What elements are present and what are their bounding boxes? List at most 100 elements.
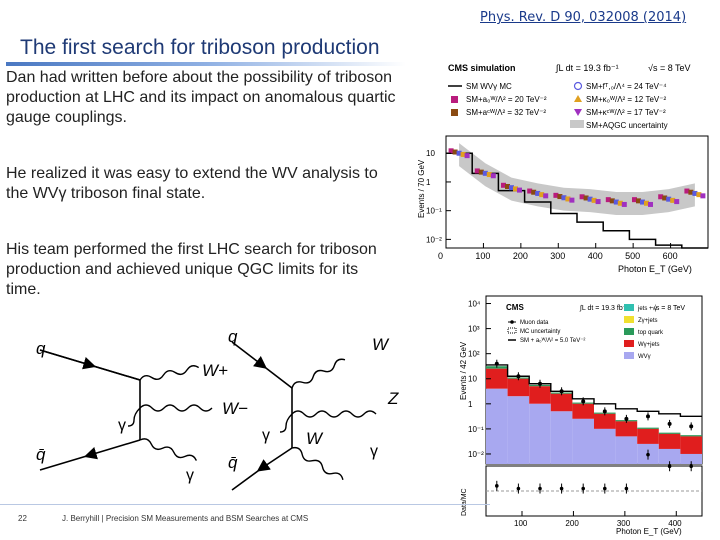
chart1-marker <box>684 188 690 194</box>
chart1-marker <box>666 196 672 202</box>
chart2-bar-wvgamma <box>572 418 594 464</box>
chart2-bar-wvgamma <box>507 396 530 464</box>
chart2-x-tick-label: 300 <box>617 519 631 528</box>
chart1-header-right: √s = 8 TeV <box>648 63 691 73</box>
chart1-legend-marker-1 <box>451 96 458 103</box>
chart1-sm-histogram <box>446 152 708 249</box>
chart1-ylabel: Events / 70 GeV <box>417 159 426 218</box>
chart2-legend-7: WVγ <box>638 354 651 360</box>
chart1-y-tick-label: 10⁻² <box>426 235 442 244</box>
chart1-marker <box>569 197 575 203</box>
chart1-xlabel: Photon E_T (GeV) <box>618 264 692 274</box>
chart2-y-tick-label: 10⁴ <box>468 300 481 309</box>
chart2-bar-wvgamma <box>486 388 508 464</box>
chart1-marker <box>464 153 470 159</box>
chart2-legend-4: Zγ+jets <box>638 318 658 324</box>
chart1-x-tick-label: 400 <box>588 251 603 261</box>
chart1-marker <box>621 201 627 207</box>
chart1-marker <box>561 195 567 201</box>
chart2-stacked-bars <box>486 366 702 464</box>
chart2-bar-top <box>680 435 702 437</box>
chart2-bar-wgamma <box>507 378 530 397</box>
chart2-bar-wgamma <box>486 368 508 389</box>
chart2-legend-1: MC uncertainty <box>520 329 560 335</box>
chart1-x-tick-label: 600 <box>663 251 678 261</box>
chart2-header-right: √s = 8 TeV <box>652 304 685 312</box>
chart2-ratio-point <box>581 486 585 491</box>
chart2-data-point <box>667 421 672 426</box>
chart1-y-ticks: 10⁻² 10⁻¹ 1 10 <box>426 149 451 244</box>
chart1-marker <box>670 197 676 203</box>
chart1-marker <box>557 194 563 200</box>
chart2-y-tick-label: 10² <box>468 350 480 359</box>
chart1-marker <box>688 189 694 195</box>
paragraph-2: He realized it was easy to extend the WV… <box>6 165 378 202</box>
chart1-marker <box>460 151 466 157</box>
chart1-marker <box>505 183 510 189</box>
chart1-legend-5: SM+κᶜᵂ/Λ² = 17 TeV⁻² <box>586 108 666 117</box>
chart1-marker <box>700 193 706 199</box>
chart1-marker <box>539 192 545 198</box>
chart-data: CMS ∫L dt = 19.3 fb⁻¹ √s = 8 TeV Muon da… <box>456 290 712 536</box>
chart1-marker <box>583 195 589 201</box>
chart2-signal-line <box>486 364 702 418</box>
chart1-marker <box>587 196 593 202</box>
fl-qbar: q̄ <box>36 445 46 464</box>
fr-z: Z <box>387 389 399 408</box>
chart2-y-tick-label: 1 <box>468 400 473 409</box>
chart2-header-mid: ∫L dt = 19.3 fb⁻¹ <box>579 305 629 312</box>
chart2-legend-jets-icon <box>624 304 634 311</box>
feynman-right: q W Z W γ q̄ γ <box>228 330 399 491</box>
chart1-marker <box>662 195 668 201</box>
chart1-marker <box>632 197 637 203</box>
chart1-marker <box>531 189 537 195</box>
chart1-marker <box>501 182 506 188</box>
footer-text: J. Berryhill | Precision SM Measurements… <box>62 514 309 523</box>
chart1-x-ticks: 0 100 200 300 400 500 600 <box>438 243 678 261</box>
chart2-bar-wgamma <box>615 421 638 437</box>
chart1-y-tick-label: 10 <box>426 149 435 158</box>
slide-title: The first search for triboson production <box>20 36 380 59</box>
chart2-ratio-point <box>689 464 693 469</box>
chart1-legend-band <box>570 120 584 128</box>
chart2-data-point <box>602 409 607 414</box>
chart1-marker <box>613 199 619 205</box>
chart2-x-tick-label: 100 <box>514 519 528 528</box>
chart2-data-point <box>624 416 629 421</box>
chart2-data-point <box>538 381 542 386</box>
fr-w2: W <box>306 429 324 448</box>
chart2-legend-0: Muon data <box>520 320 549 326</box>
chart1-marker <box>535 190 541 196</box>
slide-number: 22 <box>18 514 27 523</box>
chart1-marker <box>474 168 480 174</box>
chart2-legend-top-icon <box>624 328 634 335</box>
chart2-y-tick-label: 10⁻² <box>468 450 484 459</box>
fl-gamma2: γ <box>186 467 194 484</box>
chart1-marker <box>513 186 518 192</box>
chart2-ratio-point <box>538 486 542 491</box>
paper-reference-link[interactable]: Phys. Rev. D 90, 032008 (2014) <box>480 10 687 25</box>
chart1-marker <box>595 199 601 205</box>
chart2-ratio-point <box>559 486 564 491</box>
chart2-ratio-point <box>603 486 607 491</box>
chart1-legend-marker-4 <box>574 95 582 102</box>
chart1-marker <box>452 149 458 155</box>
fl-wminus: W− <box>222 399 248 418</box>
chart1-x-tick-label: 0 <box>438 251 443 261</box>
fr-q: q <box>228 330 238 346</box>
chart2-bar-wgamma <box>572 403 594 419</box>
chart1-header-mid: ∫L dt = 19.3 fb⁻¹ <box>555 63 619 73</box>
chart2-ratio-ylabel: Data/MC <box>461 488 468 516</box>
chart1-sm-line <box>446 152 708 249</box>
chart2-bar-wvgamma <box>550 411 573 464</box>
chart1-x-tick-label: 200 <box>513 251 528 261</box>
chart1-legend-marker-2 <box>451 109 458 116</box>
chart1-marker <box>486 172 492 178</box>
chart2-legend-wvg-icon <box>624 352 634 359</box>
chart1-legend: SM WVγ MC SM+a₀ᵂ/Λ² = 20 TeV⁻² SM+aᶜᵂ/Λ²… <box>448 81 668 130</box>
chart1-marker <box>553 192 559 198</box>
chart2-bar-wgamma <box>680 436 702 454</box>
chart2-y-tick-label: 10⁻¹ <box>468 425 484 434</box>
chart2-data-point <box>646 414 650 419</box>
chart1-marker <box>543 193 549 199</box>
